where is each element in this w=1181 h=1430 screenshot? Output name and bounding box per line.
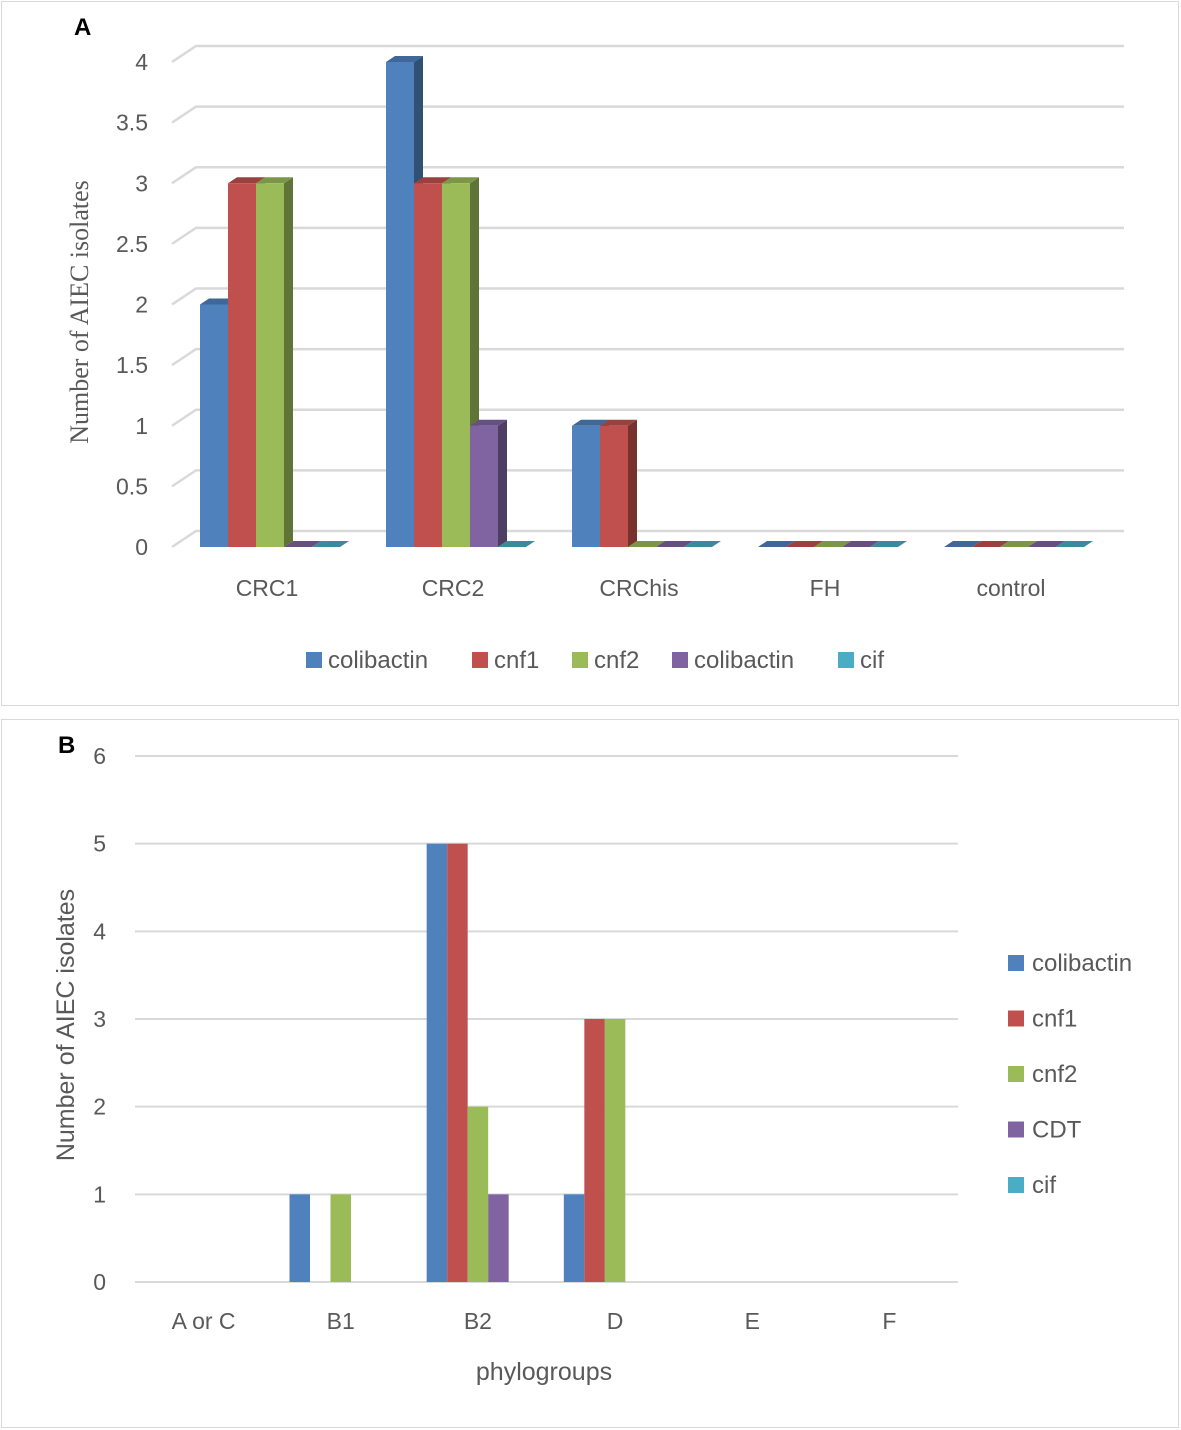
chart-a-gridline xyxy=(171,469,1124,488)
chart-b-bar xyxy=(584,1019,605,1282)
chart-b-bar xyxy=(467,1106,489,1282)
chart-a-y-tick-label: 4 xyxy=(135,49,148,75)
chart-a-bar xyxy=(814,541,851,547)
chart-a-gridline xyxy=(171,529,1124,549)
panel-label-a: A xyxy=(74,14,91,41)
chart-a-legend-item: colibactin xyxy=(672,647,794,674)
chart-b-legend-item: colibactin xyxy=(1008,950,1132,977)
chart-b-x-axis-title: phylogroups xyxy=(476,1358,612,1386)
chart-b-y-tick-label: 3 xyxy=(93,1006,106,1032)
chart-b-category-label: B1 xyxy=(327,1308,355,1334)
chart-a-gridline xyxy=(171,44,1124,64)
chart-a-bar xyxy=(684,541,721,547)
chart-a-gridline xyxy=(171,105,1124,124)
chart-b-bar xyxy=(289,1194,310,1282)
chart-b-category-label: B2 xyxy=(464,1308,492,1334)
chart-a-bar xyxy=(1000,541,1037,547)
chart-a-y-tick-label: 0 xyxy=(135,534,148,560)
chart-a-bar xyxy=(312,541,349,547)
chart-b-legend-label: CDT xyxy=(1032,1117,1082,1144)
chart-panel-b: B Number of AIEC isolates phylogroups 0 1… xyxy=(1,719,1179,1428)
chart-a-legend-label: colibactin xyxy=(328,647,428,674)
chart-b-legend-label: cnf2 xyxy=(1032,1061,1077,1088)
chart-b-y-axis-title: Number of AIEC isolates xyxy=(52,889,80,1161)
chart-b-bar xyxy=(447,843,468,1282)
chart-b-bar xyxy=(488,1194,509,1282)
chart-a-y-tick-label: 2 xyxy=(135,292,148,318)
chart-a-bar xyxy=(870,541,907,547)
chart-b-bar xyxy=(563,1194,585,1282)
chart-b-legend-label: cnf1 xyxy=(1032,1006,1077,1033)
chart-b-bar xyxy=(604,1019,626,1282)
chart-b-legend-label: colibactin xyxy=(1032,950,1132,977)
chart-a-legend-item: cif xyxy=(838,647,884,674)
chart-a-category-label: CRC2 xyxy=(422,575,485,601)
chart-a-y-tick-label: 2.5 xyxy=(116,231,148,257)
chart-a-gridline xyxy=(171,408,1124,427)
chart-b-bar xyxy=(426,843,448,1282)
chart-a-bar xyxy=(758,541,795,547)
chart-b-category-label: D xyxy=(607,1308,624,1334)
chart-a-legend-item: cnf2 xyxy=(572,647,639,674)
chart-a-category-label: CRC1 xyxy=(236,575,299,601)
chart-a-bar xyxy=(256,177,293,547)
chart-a-legend-label: colibactin xyxy=(694,647,794,674)
chart-a-legend-label: cnf1 xyxy=(494,647,539,674)
chart-b-y-tick-label: 4 xyxy=(93,918,106,944)
chart-a-y-tick-label: 1.5 xyxy=(116,352,148,378)
panel-label-b: B xyxy=(58,732,75,759)
chart-a-y-tick-label: 3.5 xyxy=(116,110,148,136)
chart-b-legend-item: CDT xyxy=(1008,1117,1082,1144)
chart-b-y-tick-label: 0 xyxy=(93,1269,106,1295)
chart-b-y-tick-label: 2 xyxy=(93,1094,106,1120)
chart-a-category-label: control xyxy=(976,575,1045,601)
chart-a-gridline xyxy=(171,347,1124,367)
chart-b-legend-item: cif xyxy=(1008,1172,1056,1199)
chart-a-bar xyxy=(842,541,879,547)
chart-a-gridline xyxy=(171,287,1124,306)
chart-panel-a: A Number of AIEC isolates 0 0.5 1 1.5 2 2.5 3 3… xyxy=(1,1,1179,706)
chart-b-svg: B Number of AIEC isolates phylogroups 0 1… xyxy=(52,732,1132,1386)
chart-b-category-label: A or C xyxy=(172,1308,236,1334)
chart-a-bar xyxy=(944,541,981,547)
chart-a-bar xyxy=(470,419,507,547)
chart-b-bar xyxy=(330,1194,351,1282)
chart-b-category-label: E xyxy=(745,1308,760,1334)
chart-a-legend-item: colibactin xyxy=(306,647,428,674)
chart-a-bar xyxy=(600,419,637,547)
chart-b-y-tick-label: 6 xyxy=(93,743,106,769)
chart-a-bar xyxy=(786,541,823,547)
chart-a-bar xyxy=(656,541,693,547)
chart-b-legend-label: cif xyxy=(1032,1172,1056,1199)
chart-b-legend-item: cnf2 xyxy=(1008,1061,1077,1088)
chart-b-y-tick-label: 1 xyxy=(93,1181,106,1207)
chart-a-category-label: CRChis xyxy=(599,575,678,601)
chart-a-y-tick-label: 3 xyxy=(135,170,148,196)
chart-a-legend-item: cnf1 xyxy=(472,647,539,674)
chart-b-y-tick-label: 5 xyxy=(93,831,106,857)
chart-a-bar xyxy=(1056,541,1093,547)
chart-a-bar xyxy=(628,541,665,547)
chart-a-svg: A Number of AIEC isolates 0 0.5 1 1.5 2 2.5 3 3… xyxy=(65,14,1124,674)
chart-a-gridline xyxy=(171,166,1124,185)
chart-a-bar xyxy=(972,541,1009,547)
chart-a-legend-label: cnf2 xyxy=(594,647,639,674)
chart-a-y-axis-title: Number of AIEC isolates xyxy=(65,180,94,444)
chart-a-bar xyxy=(1028,541,1065,547)
chart-b-category-label: F xyxy=(882,1308,896,1334)
chart-a-category-label: FH xyxy=(810,575,841,601)
chart-a-gridline xyxy=(171,226,1124,245)
chart-a-bar xyxy=(498,541,535,547)
chart-a-y-tick-label: 0.5 xyxy=(116,473,148,499)
chart-a-legend-label: cif xyxy=(860,647,884,674)
chart-b-legend-item: cnf1 xyxy=(1008,1006,1077,1033)
chart-a-y-tick-label: 1 xyxy=(135,413,148,439)
chart-a-bar xyxy=(284,541,321,547)
